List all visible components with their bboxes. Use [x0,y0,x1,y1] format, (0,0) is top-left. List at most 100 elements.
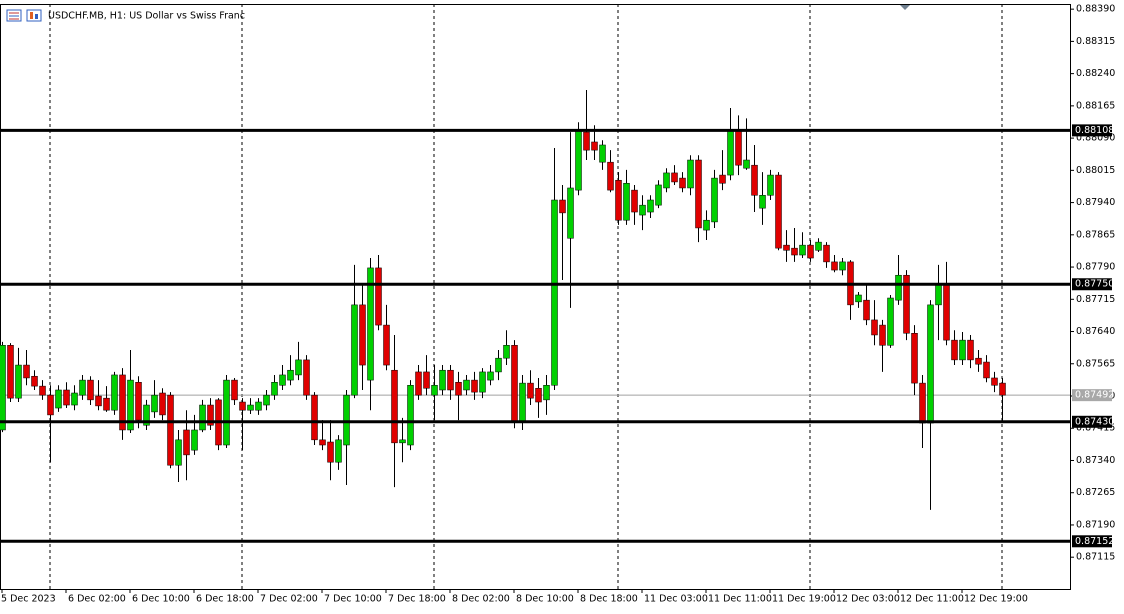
candle-body [223,379,230,446]
candle-body [711,177,718,223]
y-tick-label: 0.88240 [1076,68,1115,79]
candle-body [535,388,542,403]
candle-body [71,392,78,406]
candle-body [407,385,414,446]
x-tick-label: 8 Dec 18:00 [580,594,638,605]
candle-body [679,177,686,189]
candle-body [655,184,662,206]
y-tick-label: 0.87265 [1076,487,1115,498]
candle-body [183,429,190,456]
candle-body [559,199,566,214]
level-label: 0.87430 [1075,416,1114,427]
last-price-label: 0.87492 [1075,390,1114,401]
candle-body [887,297,894,346]
candle-body [231,379,238,401]
candle-body [927,304,934,424]
candle-body [895,274,902,301]
candle-body [359,304,366,366]
candle-body [815,241,822,251]
candle-body [263,394,270,406]
last-price-box [1072,389,1112,402]
candle-body [279,374,286,386]
candle-body [439,369,446,391]
x-tick-label: 12 Dec 03:00 [836,594,900,605]
y-tick-label: 0.87190 [1076,519,1115,530]
candle-body [663,172,670,189]
y-tick-label: 0.88015 [1076,165,1115,176]
candle-body [391,369,398,444]
level-label-box [1072,415,1112,428]
candle-body [127,379,134,431]
candle-body [31,375,38,387]
candle-body [47,394,54,416]
candle-body [199,404,206,431]
y-tick-label: 0.87865 [1076,229,1115,240]
candle-body [671,172,678,183]
level-label: 0.88108 [1075,125,1114,136]
candle-body [943,284,950,341]
candle-body [751,164,758,196]
candle-body [15,364,22,399]
y-tick-label: 0.88090 [1076,133,1115,144]
candle-body [567,187,574,239]
candle-body [511,345,518,423]
candle-body [415,371,422,396]
candle-body [447,369,454,391]
candle-body [775,174,782,249]
candle-body [551,199,558,386]
candle-body [783,244,790,251]
candle-body [343,394,350,446]
y-tick-label: 0.87565 [1076,358,1115,369]
candle-body [719,174,726,184]
level-label-box [1072,278,1112,291]
candle-body [87,379,94,401]
y-tick-label: 0.87940 [1076,197,1115,208]
candle-body [487,371,494,381]
candle-body [519,382,526,423]
candle-body [855,294,862,303]
y-tick-label: 0.87790 [1076,262,1115,273]
candle-body [175,439,182,466]
candle-body [255,401,262,411]
candle-body [167,394,174,466]
candle-body [303,359,310,396]
candle-body [607,161,614,191]
candle-body [591,141,598,151]
candle-body [879,324,886,346]
candle-body [119,374,126,431]
x-tick-label: 8 Dec 10:00 [516,594,574,605]
candle-body [647,199,654,213]
y-tick-label: 0.87415 [1076,423,1115,434]
candle-body [583,131,590,151]
x-tick-label: 12 Dec 11:00 [900,594,964,605]
y-tick-label: 0.88390 [1076,4,1115,15]
candle-body [151,394,158,413]
candle-body [871,319,878,336]
candle-body [319,439,326,446]
candle-body [999,382,1006,396]
x-tick-label: 8 Dec 02:00 [452,594,510,605]
candle-body [135,382,142,421]
candle-body [79,379,86,396]
candle-body [423,371,430,389]
candle-body [759,195,766,209]
candle-body [159,392,166,416]
candle-body [807,244,814,259]
candle-body [983,361,990,379]
candle-body [575,129,582,191]
candle-body [271,382,278,396]
candle-body [239,401,246,411]
x-tick-label: 6 Dec 10:00 [132,594,190,605]
shift-marker [900,5,910,10]
candle-body [791,247,798,256]
candle-body [735,129,742,166]
x-tick-label: 12 Dec 19:00 [964,594,1028,605]
x-tick-label: 5 Dec 2023 [1,594,56,605]
candle-body [103,397,110,411]
y-tick-label: 0.88315 [1076,36,1115,47]
candle-body [375,267,382,326]
candle-body [615,179,622,221]
candle-body [687,159,694,189]
candle-body [247,404,254,411]
